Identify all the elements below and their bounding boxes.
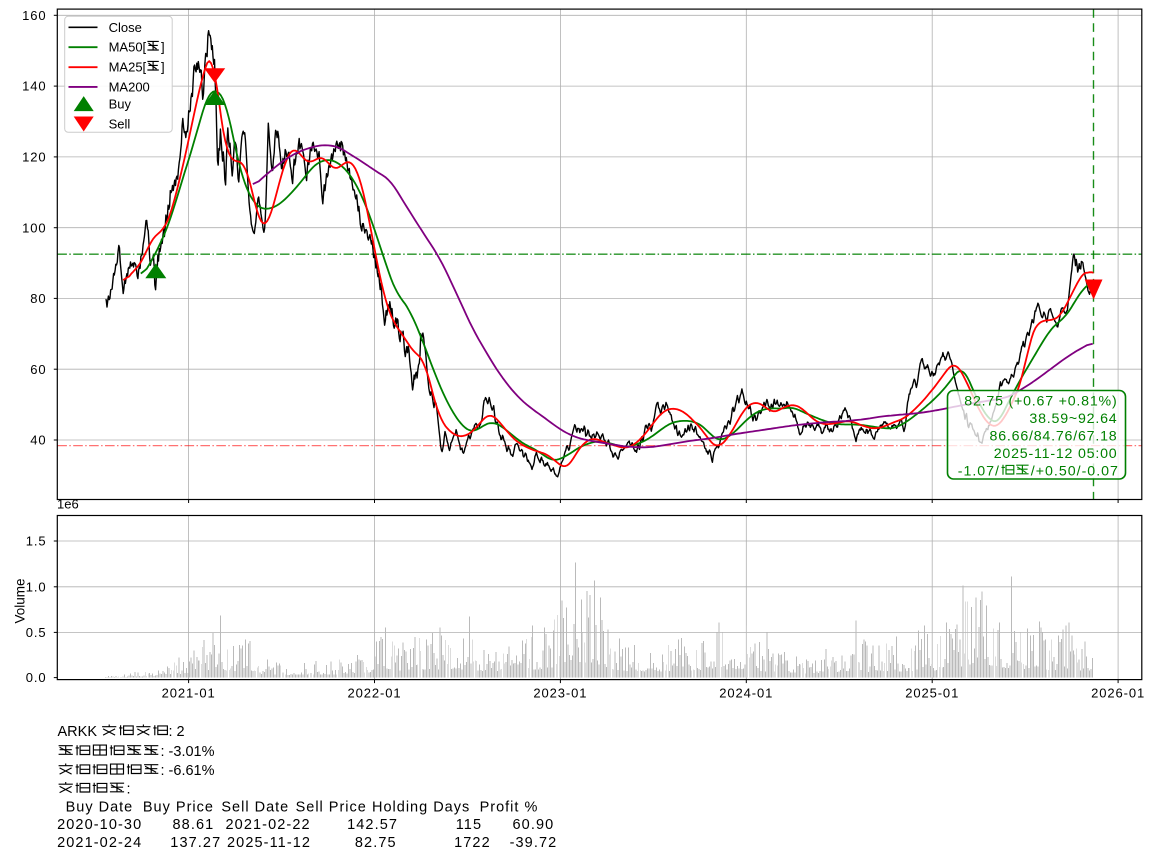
svg-text:137.27: 137.27	[170, 835, 221, 851]
svg-text:86.66/84.76/67.18: 86.66/84.76/67.18	[990, 429, 1118, 445]
svg-text:Sell: Sell	[109, 117, 131, 132]
svg-text:88.61: 88.61	[173, 817, 215, 833]
svg-text:/+0.50/-0.07: /+0.50/-0.07	[1031, 464, 1119, 480]
svg-text:-1.07/: -1.07/	[958, 464, 1000, 480]
svg-text:2020-10-30: 2020-10-30	[57, 817, 142, 833]
svg-text:]: ]	[161, 40, 165, 55]
svg-text:82.75: 82.75	[355, 835, 397, 851]
svg-text:1.5: 1.5	[26, 534, 47, 549]
svg-text:38.59~92.64: 38.59~92.64	[1029, 411, 1117, 427]
svg-text:0.5: 0.5	[26, 625, 47, 640]
svg-text:2021-02-24: 2021-02-24	[57, 835, 142, 851]
svg-text:1e6: 1e6	[57, 497, 79, 512]
svg-text:82.75 (+0.67 +0.81%): 82.75 (+0.67 +0.81%)	[964, 394, 1117, 410]
svg-text:142.57: 142.57	[347, 817, 398, 833]
svg-text:2023-01: 2023-01	[533, 686, 587, 701]
svg-text:: -6.61%: : -6.61%	[161, 763, 215, 779]
svg-text:-39.72: -39.72	[510, 835, 558, 851]
svg-text:2025-11-12: 2025-11-12	[227, 835, 311, 851]
svg-text:40: 40	[30, 433, 46, 448]
svg-text:Buy: Buy	[109, 96, 132, 111]
svg-text:60.90: 60.90	[513, 817, 555, 833]
svg-text:MA50[: MA50[	[109, 40, 147, 55]
svg-text:: 2: : 2	[169, 724, 185, 740]
svg-text:1.0: 1.0	[26, 579, 47, 594]
svg-text::: :	[127, 782, 131, 798]
svg-text:2025-01: 2025-01	[905, 686, 959, 701]
svg-text:Sell Date: Sell Date	[221, 800, 289, 816]
svg-text:Profit %: Profit %	[480, 800, 539, 816]
svg-text:1722: 1722	[454, 835, 491, 851]
svg-text:80: 80	[30, 291, 46, 306]
svg-text:MA25[: MA25[	[109, 60, 147, 75]
svg-text:0.0: 0.0	[26, 670, 47, 685]
svg-text:ARKK: ARKK	[58, 724, 98, 740]
svg-text:2024-01: 2024-01	[719, 686, 773, 701]
svg-text:MA200: MA200	[109, 79, 150, 94]
svg-text:2021-01: 2021-01	[162, 686, 216, 701]
svg-text:2026-01: 2026-01	[1091, 686, 1145, 701]
svg-text:2021-02-22: 2021-02-22	[226, 817, 311, 833]
svg-text:2025-11-12 05:00: 2025-11-12 05:00	[994, 446, 1118, 462]
svg-text:140: 140	[22, 79, 46, 94]
svg-text:100: 100	[22, 220, 46, 235]
svg-text:Close: Close	[109, 20, 142, 35]
svg-text:: -3.01%: : -3.01%	[161, 744, 215, 760]
svg-text:2022-01: 2022-01	[347, 686, 401, 701]
svg-text:115: 115	[456, 817, 482, 833]
svg-text:Buy Price: Buy Price	[143, 800, 214, 816]
svg-text:Volume: Volume	[13, 578, 28, 623]
svg-text:120: 120	[22, 150, 46, 165]
svg-text:160: 160	[22, 8, 46, 23]
svg-text:Buy Date: Buy Date	[66, 800, 134, 816]
svg-text:60: 60	[30, 362, 46, 377]
svg-text:Holding Days: Holding Days	[372, 800, 470, 816]
svg-text:]: ]	[161, 60, 165, 75]
svg-text:Sell Price: Sell Price	[296, 800, 367, 816]
